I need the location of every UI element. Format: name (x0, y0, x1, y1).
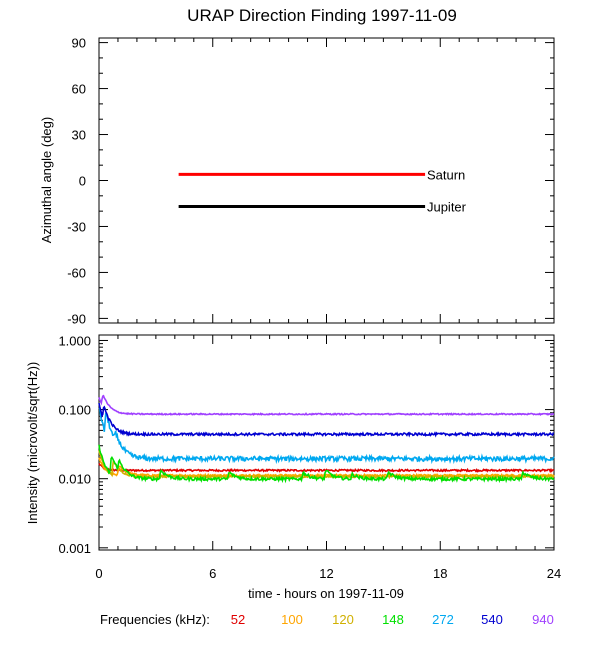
azimuth-panel: 90 60 30 0 -30 -60 -90 Saturn Jupiter Azimuthal… (39, 36, 555, 326)
azimuth-y-tick-label: -60 (67, 265, 86, 280)
time-x-tick-label: 24 (547, 566, 561, 581)
time-x-tick-label: 18 (433, 566, 447, 581)
freq-940-khz-trace (98, 394, 555, 416)
legend-freq-272: 272 (432, 612, 454, 627)
legend-freq-148: 148 (382, 612, 404, 627)
azimuth-y-tick-label: 0 (79, 174, 86, 189)
legend-freq-52: 52 (231, 612, 245, 627)
azimuth-series: Saturn Jupiter (178, 167, 467, 215)
time-x-tick-label: 12 (319, 566, 333, 581)
legend-freq-940: 940 (532, 612, 554, 627)
freq-120-khz-trace (98, 450, 555, 480)
azimuth-plot-frame (98, 37, 555, 324)
azimuth-y-tick-label: -90 (67, 311, 86, 326)
azimuth-y-tick-label: 60 (72, 82, 86, 97)
intensity-panel: 1.000 0.100 0.010 0.001 0 6 12 18 24 Intensity (… (25, 333, 561, 601)
legend-freq-540: 540 (481, 612, 503, 627)
intensity-plot-frame (98, 334, 555, 551)
time-x-tick-label: 0 (95, 566, 102, 581)
intensity-series (98, 394, 555, 484)
jupiter-label: Jupiter (427, 200, 467, 215)
freq-272-khz-trace (98, 407, 555, 465)
azimuth-y-tick-label: 90 (72, 36, 86, 51)
intensity-y-axis-label: Intensity (microvolt/sqrt(Hz)) (25, 362, 40, 525)
freq-540-khz-trace (98, 402, 555, 438)
freq-52-khz-trace (98, 463, 555, 474)
chart-title: URAP Direction Finding 1997-11-09 (187, 6, 457, 25)
intensity-y-tick-label: 0.010 (58, 472, 91, 487)
intensity-ticks: 1.000 0.100 0.010 0.001 0 6 12 18 24 (58, 333, 561, 581)
azimuth-y-axis-label: Azimuthal angle (deg) (39, 117, 54, 243)
legend-freq-100: 100 (281, 612, 303, 627)
intensity-y-tick-label: 1.000 (58, 333, 91, 348)
legend-title: Frequencies (kHz): (100, 612, 210, 627)
saturn-label: Saturn (427, 167, 465, 182)
azimuth-y-tick-label: -30 (67, 219, 86, 234)
intensity-y-tick-label: 0.001 (58, 541, 91, 556)
azimuth-ticks: 90 60 30 0 -30 -60 -90 (67, 36, 555, 326)
frequency-legend: Frequencies (kHz): 52 100 120 148 272 540 940 (100, 612, 554, 627)
intensity-y-tick-label: 0.100 (58, 403, 91, 418)
time-x-tick-label: 6 (209, 566, 216, 581)
freq-148-khz-trace (98, 444, 555, 484)
legend-freq-120: 120 (332, 612, 354, 627)
azimuth-y-tick-label: 30 (72, 128, 86, 143)
time-x-axis-label: time - hours on 1997-11-09 (248, 586, 404, 601)
